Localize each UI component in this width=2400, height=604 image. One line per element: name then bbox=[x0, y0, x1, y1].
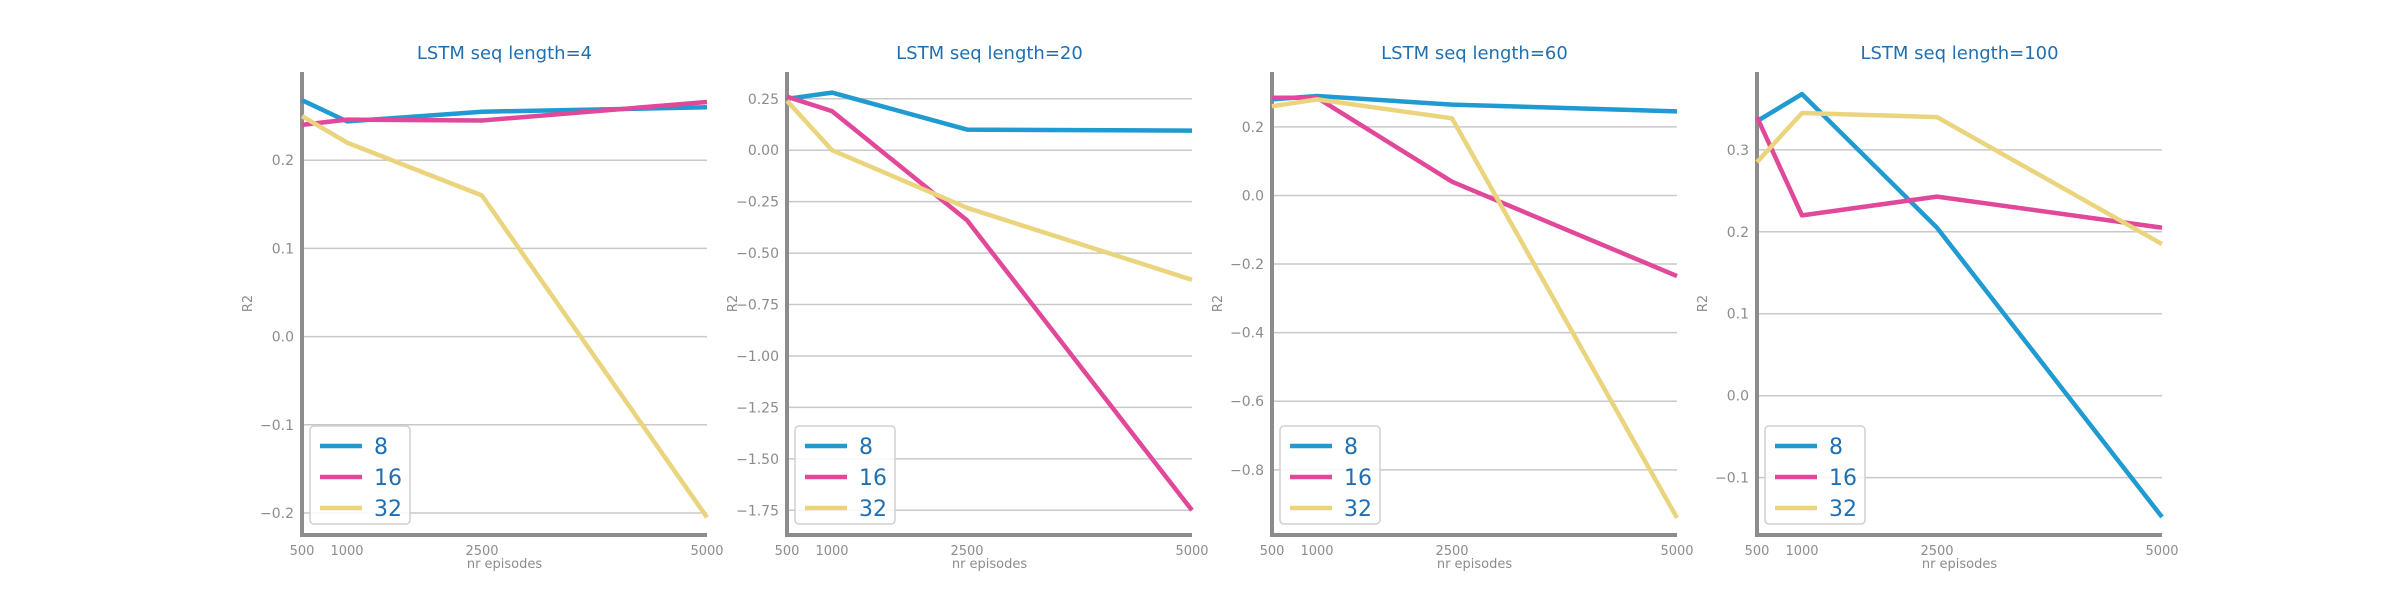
legend: 8 16 32 bbox=[794, 425, 896, 525]
y-tick-label: −0.50 bbox=[736, 246, 779, 262]
legend-label: 8 bbox=[859, 435, 873, 460]
y-tick-label: 0.0 bbox=[1727, 389, 1749, 405]
x-tick-label: 5000 bbox=[1175, 544, 1208, 559]
legend-label: 8 bbox=[374, 435, 388, 460]
x-axis-label: nr episodes bbox=[467, 557, 543, 572]
x-tick-label: 1000 bbox=[1300, 544, 1333, 559]
chart-title: LSTM seq length=20 bbox=[896, 43, 1083, 64]
legend: 8 16 32 bbox=[1764, 425, 1866, 525]
subplot-2: −1.75 −1.50 −1.25 −1.00 −0.75 −0.50 −0.25 0.00 0… bbox=[726, 43, 1209, 572]
x-tick-label: 2500 bbox=[1920, 544, 1953, 559]
chart-title: LSTM seq length=100 bbox=[1860, 43, 2058, 64]
y-tick-label: −0.6 bbox=[1230, 394, 1264, 410]
subplot-1: −0.2 −0.1 0.0 0.1 0.2 500 1000 2500 5000 LSTM seq… bbox=[241, 43, 724, 572]
y-axis-label: R2 bbox=[726, 295, 741, 312]
x-tick-label: 1000 bbox=[1785, 544, 1818, 559]
legend: 8 16 32 bbox=[309, 425, 411, 525]
series-line-8 bbox=[786, 90, 1193, 133]
y-tick-label: 0.25 bbox=[748, 92, 779, 108]
x-axis-label: nr episodes bbox=[1922, 557, 1998, 572]
legend-label: 16 bbox=[859, 466, 887, 491]
x-axis-label: nr episodes bbox=[1437, 557, 1513, 572]
y-tick-label: −0.1 bbox=[260, 418, 294, 434]
subplot-3: −0.8 −0.6 −0.4 −0.2 0.0 0.2 500 1000 2500 5000 LST… bbox=[1211, 43, 1694, 572]
y-tick-label: 0.00 bbox=[748, 143, 779, 159]
x-tick-label: 500 bbox=[775, 544, 800, 559]
y-tick-label: −1.75 bbox=[736, 503, 779, 519]
legend-label: 32 bbox=[1829, 497, 1857, 522]
subplot-4: −0.1 0.0 0.1 0.2 0.3 500 1000 2500 5000 LSTM seq … bbox=[1696, 43, 2179, 572]
y-tick-label: 0.2 bbox=[1242, 120, 1264, 136]
y-tick-label: −0.4 bbox=[1230, 326, 1264, 342]
x-tick-label: 2500 bbox=[465, 544, 498, 559]
y-tick-label: 0.2 bbox=[1727, 225, 1749, 241]
x-tick-label: 5000 bbox=[2145, 544, 2178, 559]
y-tick-label: 0.1 bbox=[1727, 307, 1749, 323]
series-line-32 bbox=[1271, 97, 1679, 520]
y-axis-label: R2 bbox=[241, 295, 256, 312]
y-tick-label: 0.0 bbox=[272, 330, 294, 346]
legend-label: 16 bbox=[374, 466, 402, 491]
legend-label: 16 bbox=[1344, 466, 1372, 491]
y-tick-label: −0.1 bbox=[1715, 471, 1749, 487]
y-tick-label: −0.2 bbox=[1230, 257, 1264, 273]
legend-label: 16 bbox=[1829, 466, 1857, 491]
y-tick-label: −1.50 bbox=[736, 452, 779, 468]
y-tick-label: −1.00 bbox=[736, 349, 779, 365]
x-tick-label: 5000 bbox=[1660, 544, 1693, 559]
x-tick-label: 500 bbox=[1745, 544, 1770, 559]
series-line-32 bbox=[1755, 110, 2164, 247]
y-tick-label: −0.75 bbox=[736, 298, 779, 314]
y-tick-label: 0.2 bbox=[272, 153, 294, 169]
y-tick-label: −0.8 bbox=[1230, 463, 1264, 479]
chart-title: LSTM seq length=60 bbox=[1381, 43, 1568, 64]
y-axis-label: R2 bbox=[1696, 295, 1711, 312]
legend: 8 16 32 bbox=[1279, 425, 1381, 525]
x-axis-label: nr episodes bbox=[952, 557, 1028, 572]
x-tick-label: 2500 bbox=[950, 544, 983, 559]
x-tick-label: 500 bbox=[1260, 544, 1285, 559]
x-tick-label: 5000 bbox=[690, 544, 723, 559]
y-tick-label: 0.0 bbox=[1242, 188, 1264, 204]
x-tick-label: 2500 bbox=[1435, 544, 1468, 559]
y-tick-label: −1.25 bbox=[736, 400, 779, 416]
legend-label: 8 bbox=[1829, 435, 1843, 460]
x-tick-label: 1000 bbox=[330, 544, 363, 559]
y-tick-label: 0.1 bbox=[272, 241, 294, 257]
series-line-16 bbox=[1272, 95, 1678, 279]
series-line-8 bbox=[1755, 91, 2164, 519]
y-axis-label: R2 bbox=[1211, 295, 1226, 312]
legend-label: 32 bbox=[1344, 497, 1372, 522]
series-line-32 bbox=[785, 99, 1193, 282]
x-tick-label: 500 bbox=[290, 544, 315, 559]
y-tick-label: −0.25 bbox=[736, 195, 779, 211]
x-tick-label: 1000 bbox=[815, 544, 848, 559]
series-line-32 bbox=[300, 114, 709, 519]
chart-title: LSTM seq length=4 bbox=[417, 43, 592, 64]
series-line-16 bbox=[1754, 116, 2163, 230]
series-line-16 bbox=[786, 94, 1194, 512]
legend-label: 32 bbox=[374, 497, 402, 522]
y-tick-label: −0.2 bbox=[260, 506, 294, 522]
legend-label: 32 bbox=[859, 497, 887, 522]
series-line-16 bbox=[301, 99, 708, 128]
y-tick-label: 0.3 bbox=[1727, 143, 1749, 159]
legend-label: 8 bbox=[1344, 435, 1358, 460]
